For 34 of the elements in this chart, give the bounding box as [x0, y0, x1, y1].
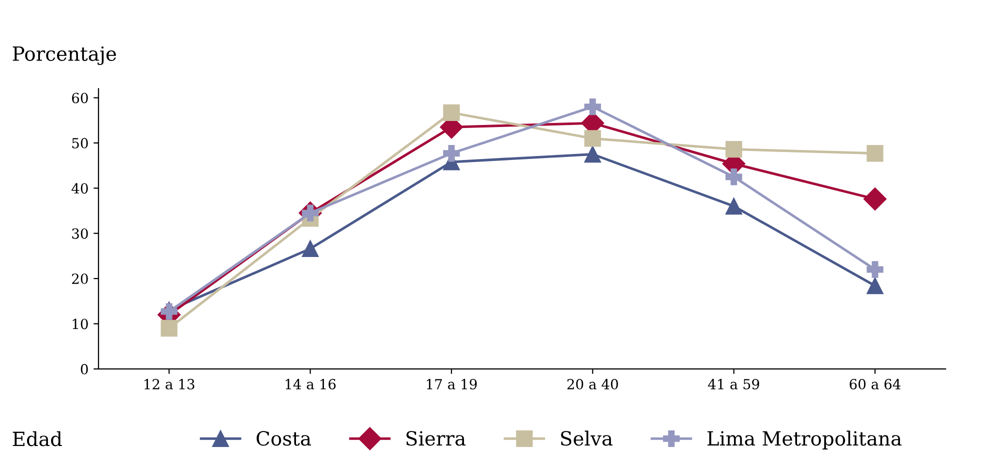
point [864, 188, 887, 210]
y-tick-label: 40 [72, 183, 88, 194]
point [160, 320, 178, 337]
point [866, 145, 884, 162]
x-tick-label: 20 a 40 [567, 378, 618, 390]
point [443, 104, 460, 122]
x-tick-label: 60 a 64 [850, 378, 901, 390]
point [302, 204, 319, 222]
x-tick-label: 17 a 19 [426, 378, 477, 390]
y-axis-title: Porcentaje [12, 46, 116, 66]
y-tick-label: 20 [72, 274, 88, 284]
point [584, 146, 601, 163]
point [584, 130, 601, 147]
y-tick-label: 0 [80, 364, 88, 374]
point [866, 277, 884, 294]
point [443, 145, 460, 162]
y-tick-label: 30 [72, 228, 88, 239]
legend-label: Sierra [406, 431, 466, 446]
y-tick-label: 60 [72, 92, 88, 104]
legend-label: Selva [561, 430, 612, 446]
x-tick-label: 14 a 16 [286, 378, 336, 390]
legend-label: Lima Metropolitana [707, 430, 902, 450]
point [302, 240, 319, 258]
point [584, 98, 601, 116]
point [725, 198, 742, 215]
y-tick-label: 50 [72, 138, 88, 148]
point [725, 140, 742, 158]
x-tick-label: 12 a 13 [144, 378, 194, 390]
legend-label: Costa [256, 431, 311, 446]
point [725, 168, 742, 186]
point [866, 261, 884, 278]
x-axis-title: Edad [12, 431, 62, 446]
y-tick-label: 10 [72, 318, 88, 330]
x-tick-label: 41 a 59 [708, 378, 760, 390]
